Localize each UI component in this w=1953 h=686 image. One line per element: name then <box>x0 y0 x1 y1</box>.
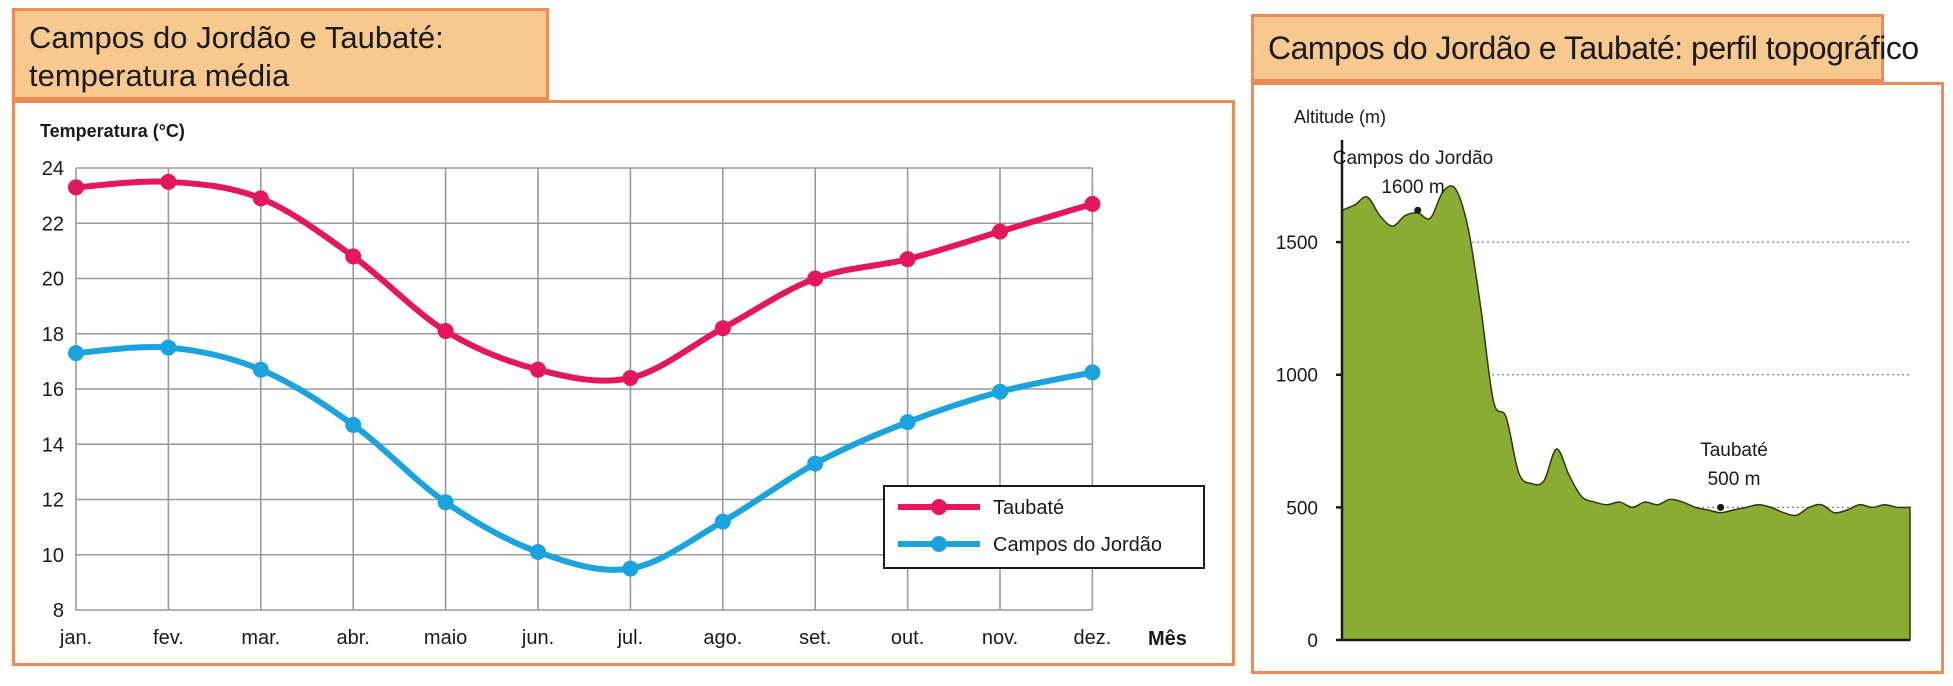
temperature-chart-title-line-1: Campos do Jordão e Taubaté: <box>29 20 444 55</box>
y-tick-label: 16 <box>42 379 64 401</box>
x-tick-label: mar. <box>241 627 280 649</box>
data-point <box>807 270 824 287</box>
y-tick-label: 20 <box>42 269 64 291</box>
altitude-tick-label: 0 <box>1307 631 1318 652</box>
data-point <box>252 190 269 207</box>
y-axis-label: Temperatura (°C) <box>40 121 185 141</box>
x-tick-label: jun. <box>521 627 554 649</box>
data-point <box>345 248 362 265</box>
temperature-chart-title-line-2: temperatura média <box>29 58 290 93</box>
y-tick-label: 18 <box>42 324 64 346</box>
annotation-place-label: Campos do Jordão <box>1333 148 1494 169</box>
data-point <box>345 416 362 433</box>
legend: Taubaté Campos do Jordão <box>883 485 1205 569</box>
y-tick-label: 22 <box>42 213 64 235</box>
altitude-tick-label: 500 <box>1286 498 1318 519</box>
data-point <box>1084 195 1101 212</box>
legend-label: Campos do Jordão <box>993 534 1162 556</box>
altitude-tick-label: 1000 <box>1276 366 1318 387</box>
data-point <box>252 361 269 378</box>
annotation-marker <box>1717 503 1725 511</box>
data-point <box>622 560 639 577</box>
y-tick-label: 24 <box>42 158 64 180</box>
legend-label: Taubaté <box>993 497 1064 519</box>
data-point <box>160 339 177 356</box>
x-axis-label: Mês <box>1148 628 1187 650</box>
terrain-area <box>1341 185 1911 641</box>
data-point <box>622 369 639 386</box>
data-point <box>899 414 916 431</box>
data-point <box>714 320 731 337</box>
altitude-axis-label: Altitude (m) <box>1294 107 1386 127</box>
data-point <box>68 179 84 196</box>
data-point <box>530 543 546 560</box>
annotation-marker <box>1414 206 1422 214</box>
y-tick-label: 8 <box>53 600 64 622</box>
data-point <box>530 361 546 378</box>
altitude-tick-label: 1500 <box>1276 233 1318 254</box>
legend-swatch-dot <box>931 536 947 552</box>
temperature-chart-title: Campos do Jordão e Taubaté: temperatura … <box>12 8 549 100</box>
data-point <box>68 345 84 362</box>
data-point <box>714 513 731 530</box>
series-taubate <box>68 173 1101 386</box>
data-point <box>1084 364 1101 381</box>
x-tick-label: jan. <box>59 627 92 649</box>
y-tick-label: 12 <box>42 490 64 512</box>
data-point <box>899 251 916 268</box>
x-tick-label: jul. <box>617 627 644 649</box>
annotation-altitude-label: 1600 m <box>1381 177 1444 198</box>
annotation-altitude-label: 500 m <box>1708 469 1761 490</box>
x-tick-label: ago. <box>703 627 742 649</box>
series-campos-do-jordao <box>68 339 1101 577</box>
y-tick-label: 10 <box>42 545 64 567</box>
x-tick-label: abr. <box>337 627 370 649</box>
data-point <box>437 494 454 511</box>
data-point <box>807 455 824 472</box>
x-tick-label: dez. <box>1073 627 1111 649</box>
x-tick-label: out. <box>891 627 924 649</box>
x-tick-label: fev. <box>153 627 184 649</box>
y-tick-label: 14 <box>42 434 64 456</box>
data-point <box>992 223 1008 240</box>
x-tick-label: maio <box>424 627 467 649</box>
legend-swatch-dot <box>931 499 947 515</box>
x-tick-label: nov. <box>982 627 1018 649</box>
data-point <box>992 383 1008 400</box>
annotation-place-label: Taubaté <box>1700 440 1768 461</box>
data-point <box>160 173 177 190</box>
profile-chart-title: Campos do Jordão e Taubaté: perfil topog… <box>1251 14 1919 82</box>
x-tick-label: set. <box>799 627 831 649</box>
data-point <box>437 322 454 339</box>
